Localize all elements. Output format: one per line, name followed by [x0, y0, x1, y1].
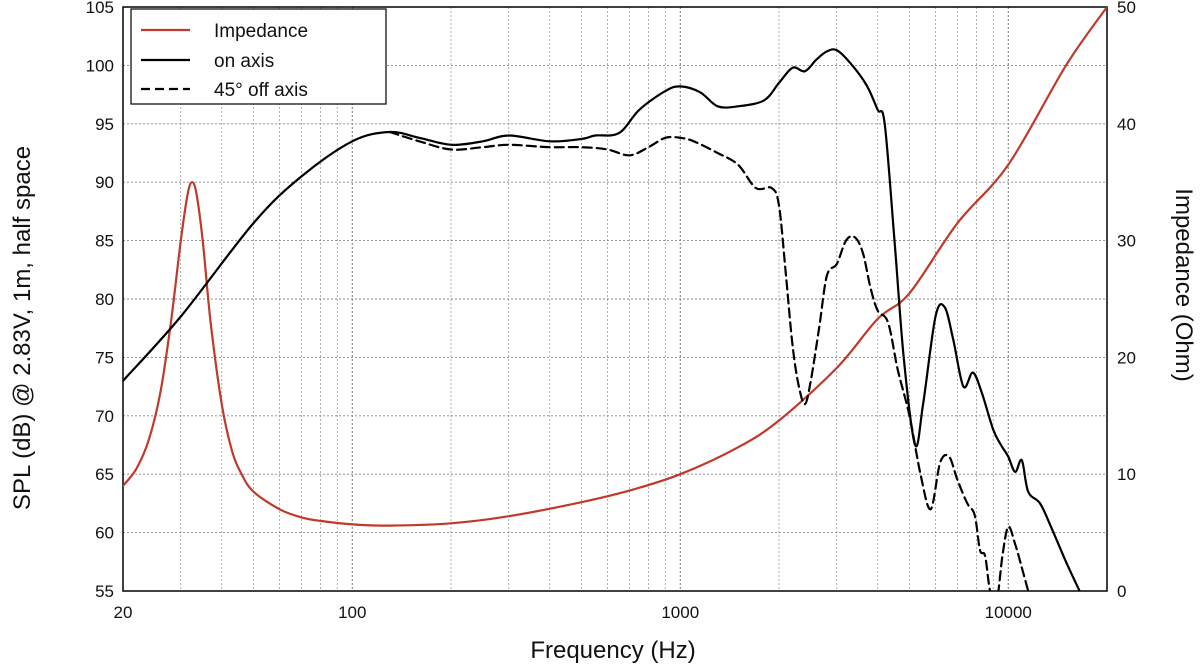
y-tick-label: 105	[86, 0, 114, 17]
grid	[123, 7, 1107, 591]
y2-tick-label: 0	[1117, 582, 1126, 601]
y-tick-label: 70	[95, 407, 114, 426]
x-tick-label: 1000	[661, 603, 699, 622]
y-tick-label: 100	[86, 56, 114, 75]
legend-label-off-axis: 45° off axis	[214, 80, 308, 101]
legend: Impedance on axis 45° off axis	[130, 8, 387, 105]
y-tick-label: 90	[95, 173, 114, 192]
y-tick-label: 85	[95, 232, 114, 251]
y2-tick-label: 10	[1117, 465, 1136, 484]
series-on-axis-line	[123, 48, 1081, 591]
y2-tick-label: 20	[1117, 348, 1136, 367]
y-tick-label: 95	[95, 115, 114, 134]
series-layer	[123, 7, 1107, 591]
y-tick-label: 75	[95, 348, 114, 367]
tick-labels: 20 100 1000 1000055606570758085909510010501…	[86, 0, 1136, 622]
y2-tick-label: 30	[1117, 232, 1136, 251]
series-off-axis-line	[388, 130, 1030, 591]
series-impedance-line	[123, 7, 1107, 527]
y-tick-label: 65	[95, 465, 114, 484]
x-axis-title: Frequency (Hz)	[530, 637, 695, 664]
y-tick-label: 80	[95, 290, 114, 309]
x-tick-label: 20	[114, 603, 133, 622]
y2-tick-label: 40	[1117, 115, 1136, 134]
y-tick-label: 55	[95, 582, 114, 601]
y2-axis-title: Impedance (Ohm)	[1170, 188, 1197, 381]
y-tick-label: 60	[95, 524, 114, 543]
x-tick-label: 100	[338, 603, 366, 622]
legend-label-on-axis: on axis	[214, 51, 274, 72]
x-tick-label: 10000	[985, 603, 1032, 622]
y2-tick-label: 50	[1117, 0, 1136, 17]
legend-label-impedance: Impedance	[214, 21, 308, 42]
plot-frame	[122, 6, 1108, 592]
y-axis-title: SPL (dB) @ 2.83V, 1m, half space	[9, 146, 36, 510]
